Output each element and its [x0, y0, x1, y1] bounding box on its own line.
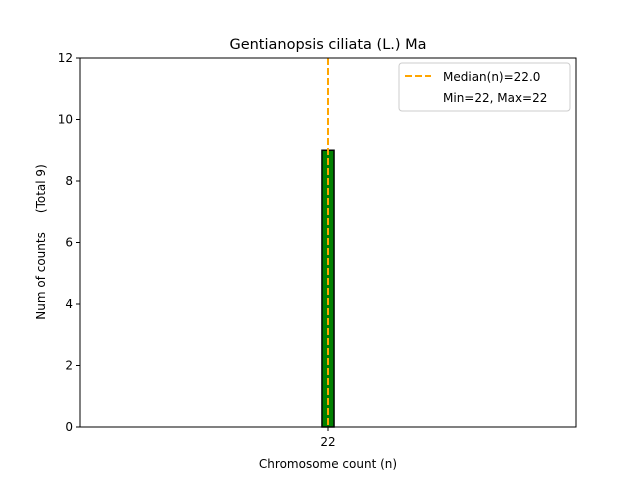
x-tick-label: 22	[320, 435, 335, 449]
chart-title: Gentianopsis ciliata (L.) Ma	[229, 37, 426, 53]
legend: Median(n)=22.0 Min=22, Max=22	[398, 62, 571, 112]
y-axis: 0 2 4 6 8 10 12	[58, 51, 80, 434]
y-tick-label: 8	[65, 174, 73, 188]
y-tick-label: 12	[58, 51, 73, 65]
legend-entry-min-max: Min=22, Max=22	[443, 91, 547, 105]
x-axis-label: Chromosome count (n)	[259, 457, 397, 471]
y-tick-label: 4	[65, 297, 73, 311]
legend-box	[398, 62, 571, 112]
x-axis: 22	[320, 427, 336, 449]
y-tick-label: 2	[65, 359, 73, 373]
y-tick-label: 10	[58, 113, 73, 127]
y-axis-label: Num of counts (Total 9)	[34, 164, 48, 319]
legend-entry-median: Median(n)=22.0	[443, 70, 540, 84]
y-tick-label: 0	[65, 420, 73, 434]
y-tick-label: 6	[65, 236, 73, 250]
